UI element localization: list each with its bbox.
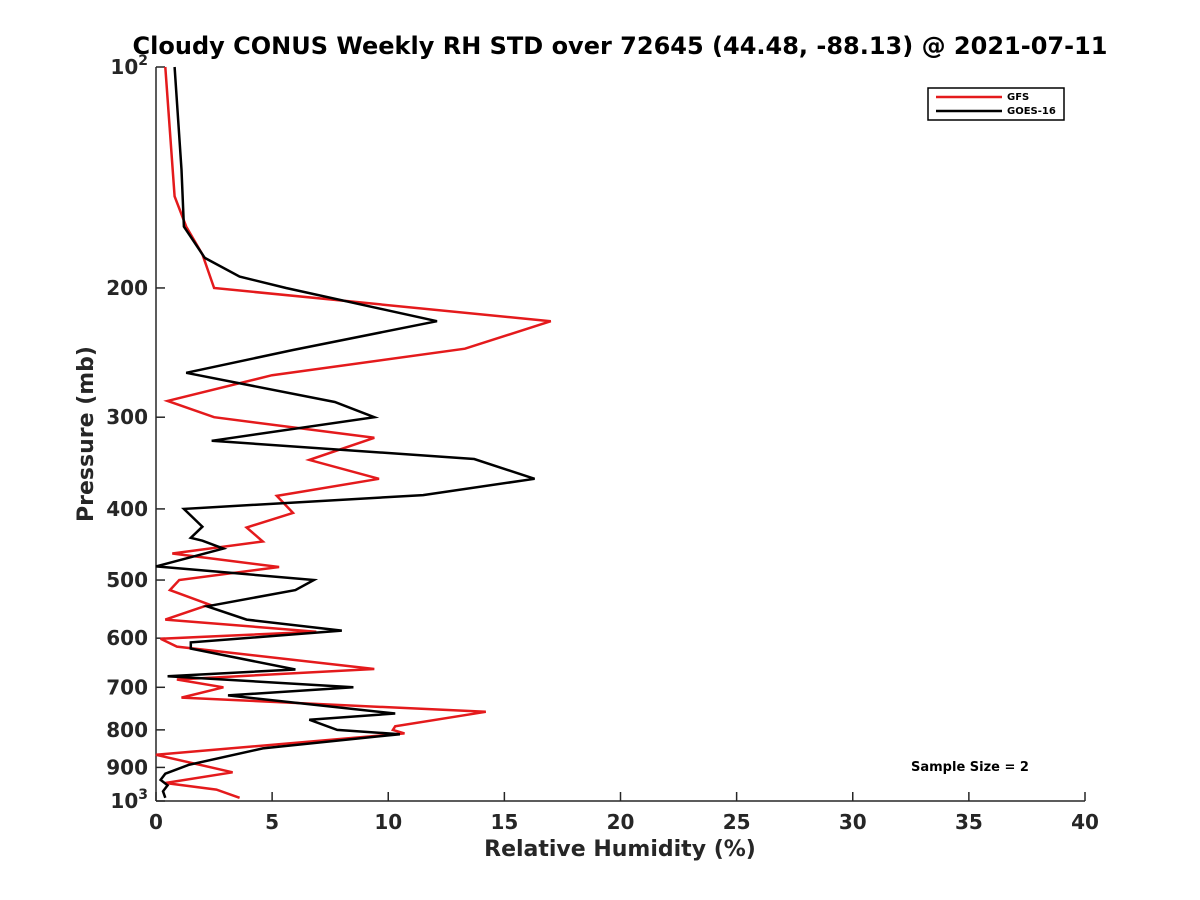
series-layer: [155, 66, 552, 799]
y-tick-label: 700: [106, 675, 148, 699]
series-line-gfs: [155, 66, 552, 799]
x-tick-label: 5: [265, 810, 279, 834]
x-tick-label: 15: [490, 810, 518, 834]
legend-label-gfs: GFS: [1007, 92, 1029, 103]
y-tick-label: 103: [110, 787, 148, 813]
y-tick-label: 900: [106, 755, 148, 779]
y-tick-label: 300: [106, 405, 148, 429]
y-axis-label: Pressure (mb): [74, 346, 99, 522]
y-tick-label: 800: [106, 718, 148, 742]
x-ticks: 0 5 10 15 20 25 30 35 40: [149, 792, 1099, 834]
x-tick-label: 20: [607, 810, 635, 834]
series-line-goes16: [155, 66, 535, 799]
y-tick-label: 200: [106, 276, 148, 300]
legend-box: [927, 87, 1065, 121]
y-tick-label: 500: [106, 568, 148, 592]
sample-size-annotation: Sample Size = 2: [911, 760, 1029, 775]
y-tick-label: 102: [110, 53, 148, 79]
plot-background: [156, 67, 1085, 801]
y-tick-label: 400: [106, 497, 148, 521]
y-ticks: 102 200 300 400 500 600 700 800 900 103: [106, 53, 165, 813]
legend: GFS GOES-16: [927, 87, 1065, 121]
legend-label-goes16: GOES-16: [1007, 106, 1056, 117]
x-tick-label: 25: [723, 810, 751, 834]
x-tick-label: 10: [374, 810, 402, 834]
x-tick-label: 30: [839, 810, 867, 834]
y-tick-label: 600: [106, 626, 148, 650]
x-tick-label: 40: [1071, 810, 1099, 834]
x-axis-label: Relative Humidity (%): [484, 837, 756, 862]
plot-area: [155, 67, 1085, 802]
chart-title: Cloudy CONUS Weekly RH STD over 72645 (4…: [133, 32, 1108, 60]
x-tick-label: 0: [149, 810, 163, 834]
x-tick-label: 35: [955, 810, 983, 834]
